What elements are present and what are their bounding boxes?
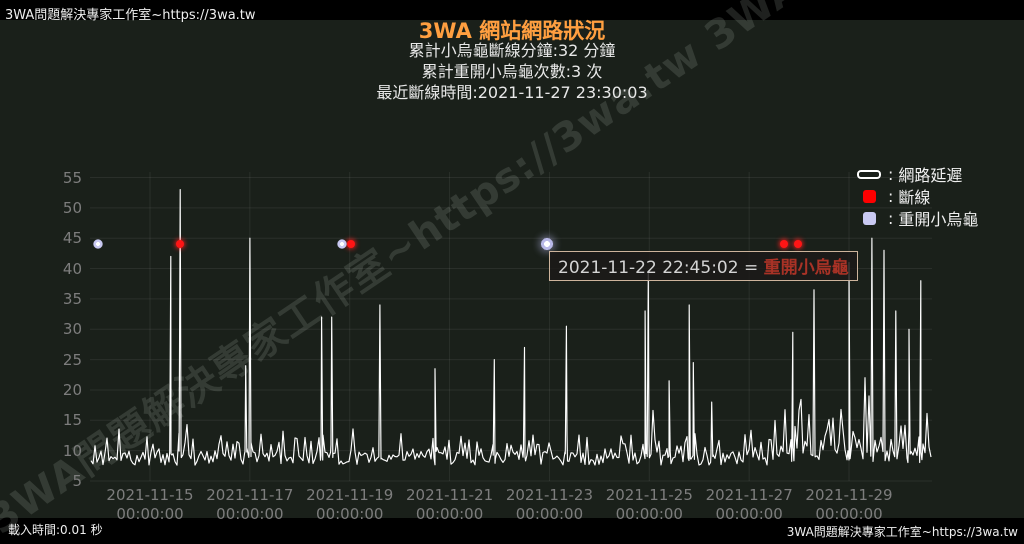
page-title: 3WA 網站網路狀況	[418, 19, 606, 43]
load-time-text: 載入時間:0.01 秒	[8, 523, 103, 537]
y-axis-tick: 35	[62, 289, 82, 308]
x-axis-tick: 2021-11-25 00:00:00	[605, 486, 693, 523]
x-axis-tick: 2021-11-23 00:00:00	[505, 486, 594, 523]
y-axis-tick: 55	[62, 168, 82, 187]
y-axis-tick: 10	[62, 441, 82, 460]
legend-label: 重開小烏龜	[898, 210, 979, 229]
tooltip-timestamp: 2021-11-22 22:45:02 =	[558, 258, 764, 278]
legend-label: 斷線	[898, 188, 931, 207]
restart-marker[interactable]	[336, 239, 347, 250]
y-axis-tick: 45	[62, 229, 82, 248]
x-axis-tick: 2021-11-27 00:00:00	[705, 486, 793, 523]
y-axis-tick: 20	[62, 380, 82, 399]
legend: : 網路延遲 : 斷線 : 重開小烏龜	[852, 163, 978, 229]
restart-marker[interactable]	[92, 239, 103, 250]
legend-item-restart[interactable]: : 重開小烏龜	[852, 207, 978, 229]
latency-line-icon	[852, 169, 886, 179]
bottom-right-site-text: 3WA問題解決專家工作室~https://3wa.tw	[786, 525, 1018, 539]
disconnect-marker[interactable]	[176, 240, 185, 249]
stat-restart-count: 累計重開小烏龜次數:3 次	[421, 62, 603, 81]
tooltip-event-label: 重開小烏龜	[763, 258, 849, 278]
y-axis-tick: 30	[62, 320, 82, 339]
x-axis-tick: 2021-11-15 00:00:00	[106, 486, 194, 523]
x-axis-tick: 2021-11-19 00:00:00	[306, 486, 394, 523]
disconnect-marker[interactable]	[780, 240, 789, 249]
y-axis-tick: 50	[62, 198, 82, 217]
tooltip: 2021-11-22 22:45:02 = 重開小烏龜	[549, 251, 858, 281]
y-axis-tick: 25	[62, 350, 82, 369]
x-axis-tick: 2021-11-29 00:00:00	[805, 486, 893, 523]
stat-disconnect-minutes: 累計小烏龜斷線分鐘:32 分鐘	[408, 41, 616, 60]
y-axis-tick: 5	[72, 472, 82, 490]
disconnect-square-icon	[852, 189, 886, 203]
stats-block: 累計小烏龜斷線分鐘:32 分鐘 累計重開小烏龜次數:3 次 最近斷線時間:202…	[0, 40, 1024, 103]
legend-label: 網路延遲	[898, 166, 963, 185]
x-axis-tick: 2021-11-17 00:00:00	[206, 486, 294, 523]
legend-item-latency[interactable]: : 網路延遲	[852, 163, 978, 185]
latency-line-series[interactable]	[90, 189, 932, 466]
y-axis-tick: 40	[62, 259, 82, 278]
disconnect-marker[interactable]	[794, 240, 803, 249]
restart-square-icon	[852, 211, 886, 225]
restart-marker[interactable]	[539, 237, 554, 252]
x-axis-tick: 2021-11-21 00:00:00	[405, 486, 494, 523]
stat-last-disconnect-time: 最近斷線時間:2021-11-27 23:30:03	[376, 83, 648, 102]
top-left-site-text: 3WA問題解決專家工作室~https://3wa.tw	[5, 8, 256, 23]
disconnect-marker[interactable]	[346, 240, 355, 249]
legend-item-disconnect[interactable]: : 斷線	[852, 185, 978, 207]
y-axis-tick: 15	[62, 411, 82, 430]
